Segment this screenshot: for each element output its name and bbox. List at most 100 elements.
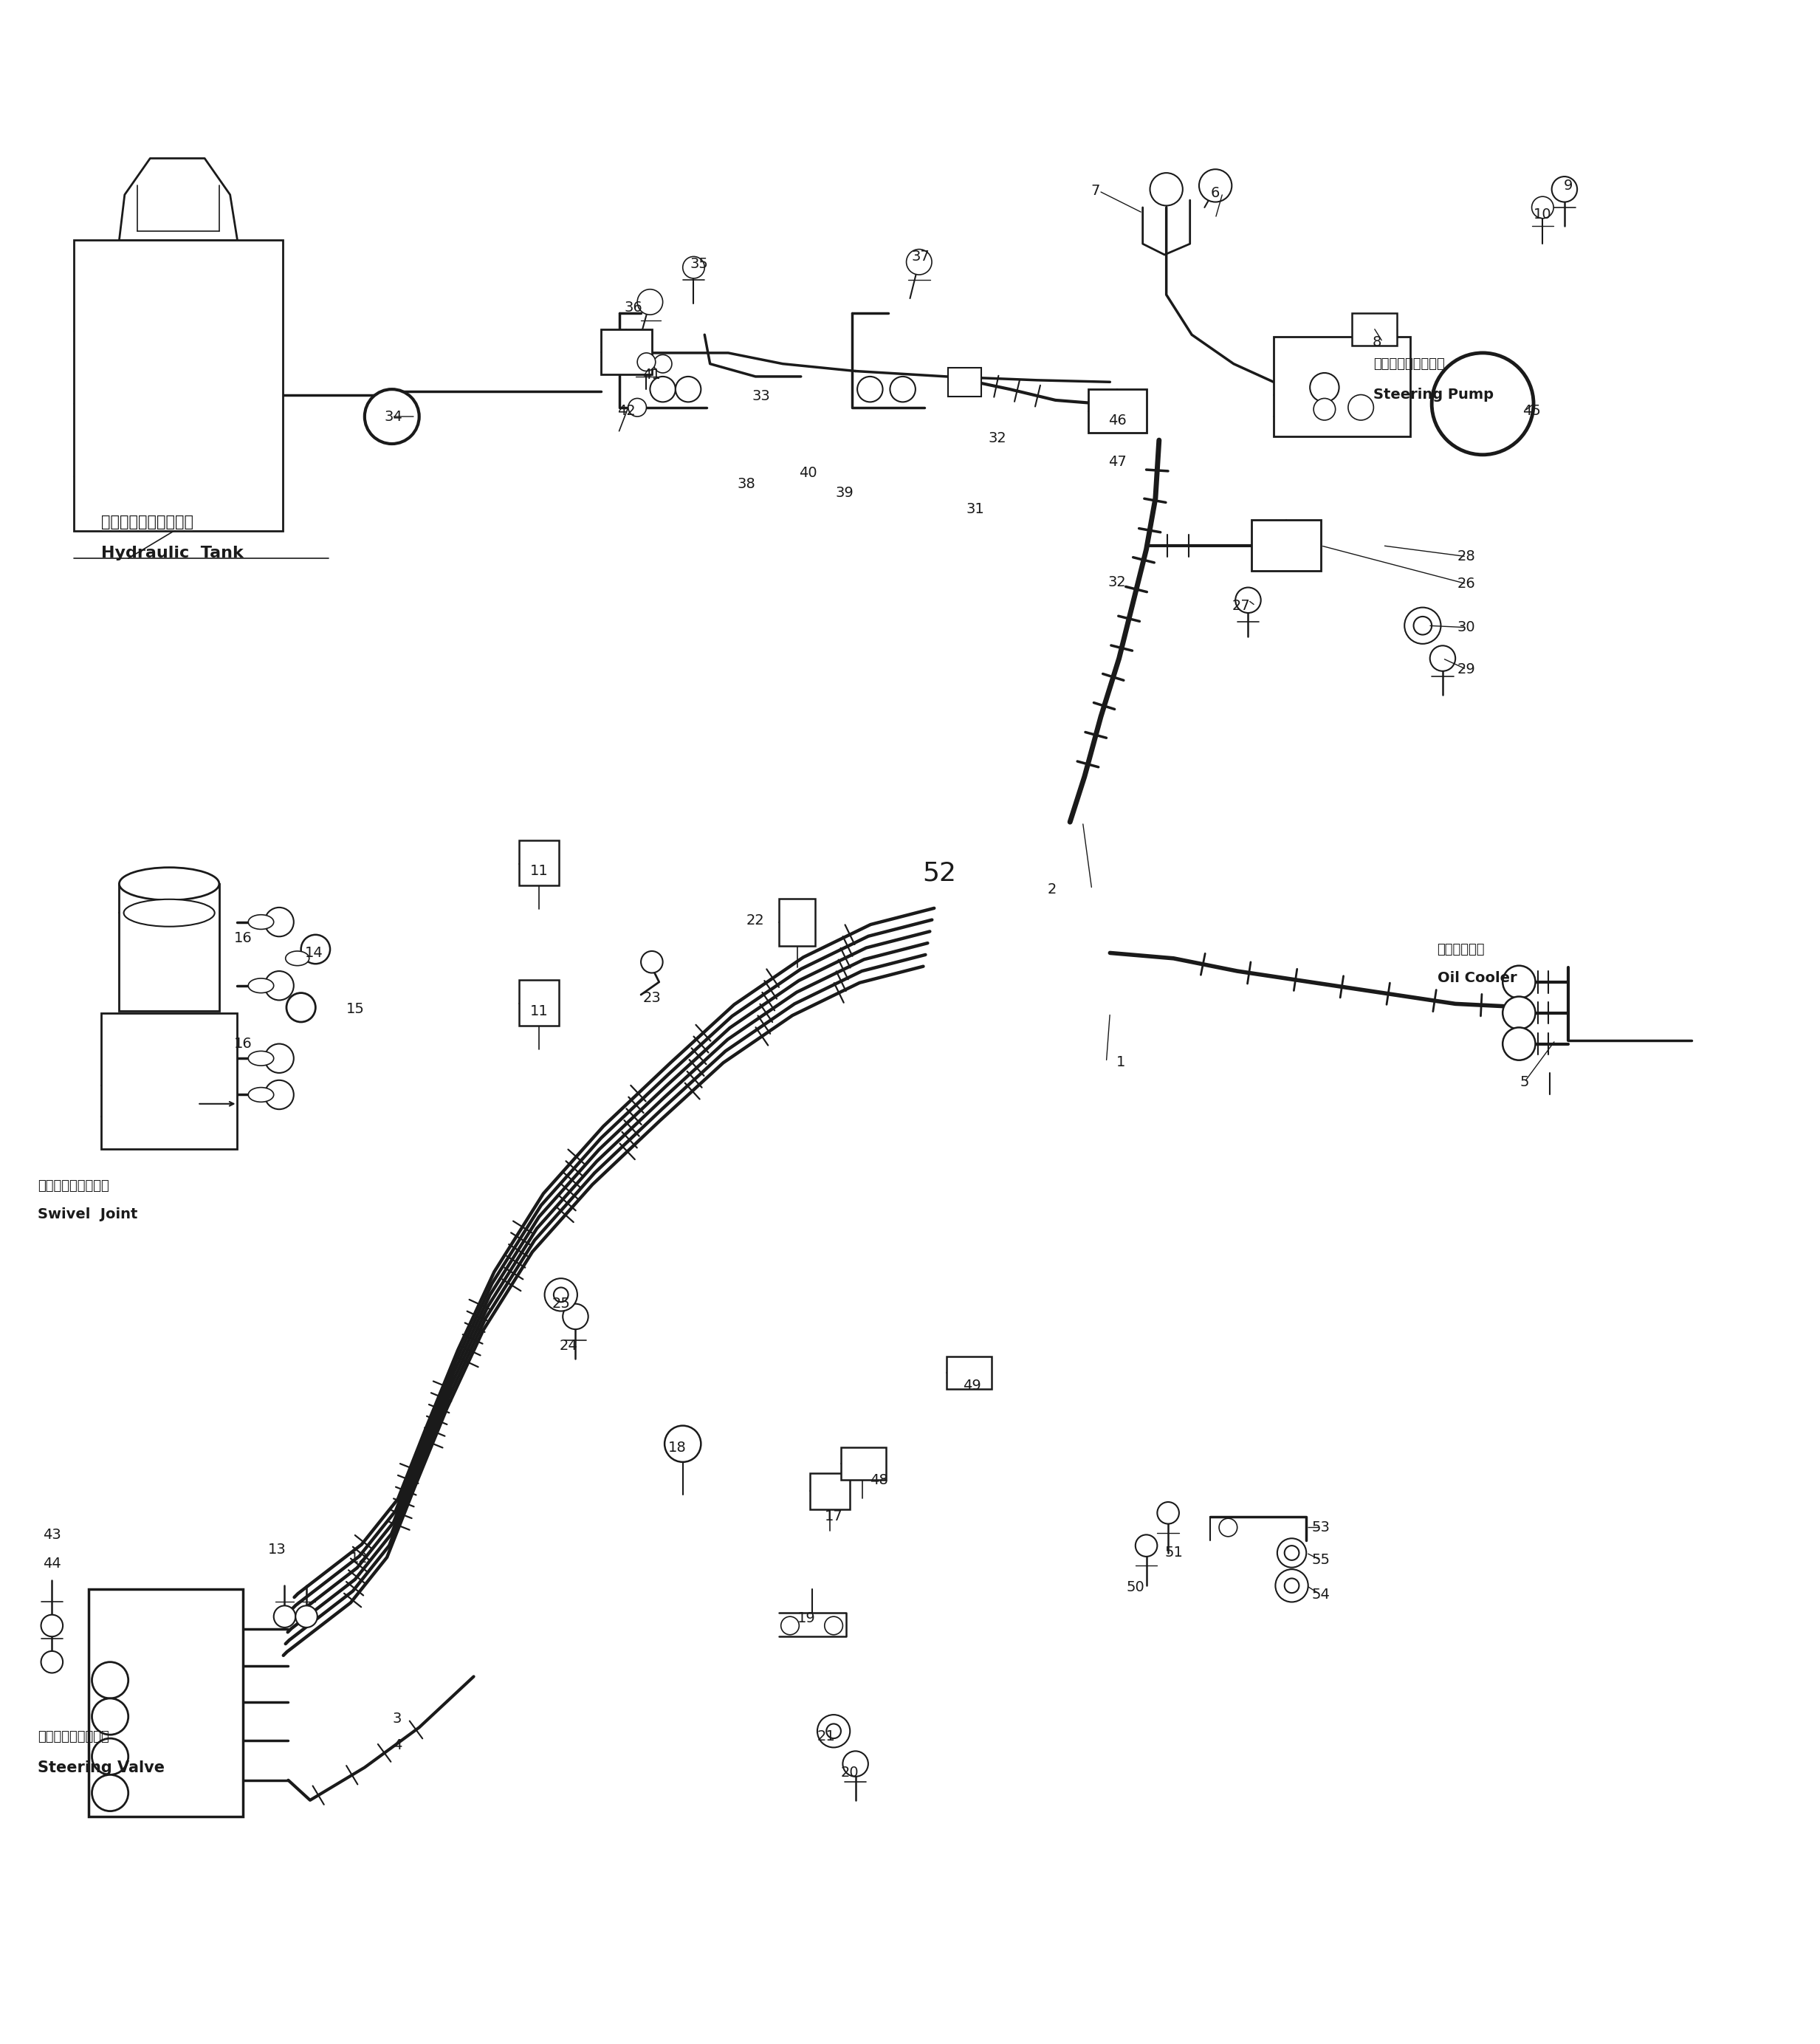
Bar [810,1474,850,1508]
Circle shape [1136,1535,1158,1558]
Text: 12: 12 [349,1551,368,1566]
Text: 10: 10 [1534,208,1552,221]
Circle shape [1314,399,1336,421]
Circle shape [641,950,662,973]
Text: Hydraulic  Tank: Hydraulic Tank [102,546,244,560]
Text: 31: 31 [966,503,985,517]
Ellipse shape [248,1051,273,1065]
Text: 24: 24 [559,1339,577,1353]
Circle shape [1219,1519,1238,1537]
Text: 16: 16 [233,932,251,946]
Circle shape [264,908,293,936]
Bar [75,241,282,531]
Circle shape [1278,1539,1307,1568]
Circle shape [857,376,883,403]
Circle shape [637,354,655,372]
Bar [948,368,981,397]
Circle shape [93,1699,127,1735]
Circle shape [544,1278,577,1310]
Bar [1274,337,1411,437]
Text: 22: 22 [746,914,764,928]
Circle shape [1405,607,1441,644]
Text: 27: 27 [1232,599,1250,613]
Bar [102,1014,237,1149]
Circle shape [1276,1570,1309,1602]
Text: 32: 32 [988,431,1006,446]
Bar [601,329,652,374]
Circle shape [1310,372,1340,403]
Text: 9: 9 [1563,178,1572,192]
Circle shape [664,1425,701,1461]
Text: 33: 33 [752,390,770,403]
Text: 42: 42 [617,405,635,419]
Circle shape [264,1044,293,1073]
Text: 17: 17 [824,1511,843,1523]
Circle shape [1199,170,1232,202]
Circle shape [1349,394,1374,421]
Circle shape [906,249,932,274]
Circle shape [562,1304,588,1329]
Circle shape [1552,176,1578,202]
Circle shape [843,1752,868,1776]
Circle shape [300,934,329,965]
Text: 7: 7 [1090,184,1099,198]
Circle shape [650,376,675,403]
Text: 3: 3 [393,1711,402,1725]
Text: 18: 18 [668,1441,686,1455]
Circle shape [1503,1028,1536,1061]
Circle shape [42,1615,64,1637]
Text: 23: 23 [642,991,661,1006]
Ellipse shape [118,867,218,899]
Text: 54: 54 [1312,1588,1330,1602]
Text: 51: 51 [1165,1545,1183,1560]
Text: Oil Cooler: Oil Cooler [1438,971,1516,985]
Text: 46: 46 [1108,413,1127,427]
Text: 11: 11 [530,1004,548,1018]
Circle shape [264,1079,293,1110]
Circle shape [286,993,315,1022]
Circle shape [628,399,646,417]
Circle shape [42,1652,64,1672]
Ellipse shape [248,1087,273,1102]
Text: 25: 25 [551,1296,570,1310]
Circle shape [824,1617,843,1635]
Bar [118,883,218,1012]
Circle shape [1532,196,1554,219]
Text: 39: 39 [835,486,854,501]
Circle shape [682,258,704,278]
Text: ステアリングバルブ: ステアリングバルブ [38,1729,109,1744]
Text: 34: 34 [384,409,402,423]
Ellipse shape [248,979,273,993]
Text: 53: 53 [1312,1521,1330,1535]
Text: 28: 28 [1458,550,1476,564]
Text: 20: 20 [841,1766,859,1780]
Circle shape [675,376,701,403]
Circle shape [93,1774,127,1811]
Text: 52: 52 [923,861,956,885]
Bar [519,840,559,885]
Circle shape [553,1288,568,1302]
Text: スイベルジョイント: スイベルジョイント [38,1179,109,1192]
Text: 26: 26 [1458,576,1476,591]
Text: 35: 35 [690,258,708,270]
Circle shape [1503,997,1536,1030]
Text: 1: 1 [1116,1055,1125,1069]
Ellipse shape [248,916,273,930]
Circle shape [93,1737,127,1774]
Text: 32: 32 [1108,574,1127,589]
Circle shape [295,1607,317,1627]
Text: 44: 44 [44,1558,62,1572]
Bar [1252,519,1321,570]
Bar [1352,313,1398,345]
Circle shape [1150,174,1183,206]
Text: 43: 43 [44,1527,62,1541]
Text: 4: 4 [393,1739,402,1752]
Circle shape [890,376,915,403]
Text: 36: 36 [624,300,642,315]
Text: 37: 37 [912,249,930,264]
Circle shape [1432,354,1534,454]
Ellipse shape [286,950,309,965]
Bar [841,1447,886,1480]
Text: 8: 8 [1372,335,1381,350]
Text: ステアリングポンプ: ステアリングポンプ [1374,358,1445,370]
